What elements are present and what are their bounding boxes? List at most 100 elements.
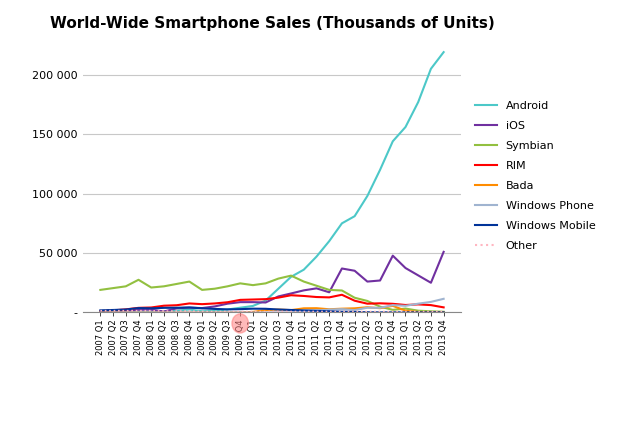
Other — [351, 309, 358, 314]
iOS — [147, 307, 155, 312]
Windows Phone — [338, 306, 346, 312]
Other — [160, 309, 168, 314]
RIM — [249, 297, 257, 302]
Android — [249, 303, 257, 309]
Bada — [262, 308, 269, 313]
Android — [109, 310, 117, 315]
Bada — [389, 303, 397, 309]
RIM — [389, 301, 397, 306]
iOS — [287, 291, 295, 296]
Other — [427, 309, 435, 314]
Symbian — [122, 284, 130, 289]
Bada — [122, 310, 130, 315]
Other — [440, 309, 447, 314]
Bada — [402, 308, 410, 313]
Other — [389, 309, 397, 314]
Bada — [97, 310, 104, 315]
Symbian — [275, 276, 282, 281]
Symbian — [300, 279, 308, 284]
Other — [198, 309, 206, 314]
RIM — [440, 305, 447, 310]
Bada — [338, 306, 346, 311]
Bada — [275, 307, 282, 312]
Windows Phone — [262, 310, 269, 315]
Symbian — [97, 287, 104, 293]
iOS — [389, 253, 397, 258]
RIM — [262, 296, 269, 302]
RIM — [109, 308, 117, 313]
iOS — [351, 268, 358, 273]
Android — [275, 286, 282, 291]
Other — [249, 309, 257, 314]
Windows Mobile — [223, 307, 231, 312]
Windows Mobile — [351, 309, 358, 315]
Windows Phone — [211, 310, 219, 315]
Symbian — [173, 281, 180, 286]
RIM — [364, 301, 371, 306]
Windows Mobile — [300, 308, 308, 313]
Symbian — [147, 285, 155, 290]
Bada — [198, 310, 206, 315]
Other — [173, 309, 180, 314]
Symbian — [440, 309, 447, 314]
RIM — [275, 295, 282, 300]
iOS — [262, 300, 269, 305]
Bada — [211, 310, 219, 315]
iOS — [236, 299, 244, 305]
Windows Phone — [173, 310, 180, 315]
Other — [134, 308, 142, 313]
RIM — [134, 305, 142, 310]
Other — [414, 309, 422, 314]
Android — [198, 309, 206, 314]
Line: Windows Mobile: Windows Mobile — [100, 307, 444, 312]
Bada — [236, 310, 244, 315]
Symbian — [287, 273, 295, 278]
Windows Mobile — [122, 307, 130, 312]
Android — [364, 194, 371, 199]
Windows Mobile — [147, 306, 155, 311]
Android — [402, 125, 410, 130]
Windows Phone — [122, 310, 130, 315]
iOS — [134, 307, 142, 312]
Windows Phone — [402, 303, 410, 309]
RIM — [313, 294, 321, 299]
Android — [211, 308, 219, 313]
Symbian — [325, 287, 333, 293]
Windows Mobile — [338, 309, 346, 314]
Symbian — [351, 295, 358, 300]
Android — [300, 267, 308, 272]
Other — [287, 309, 295, 314]
RIM — [300, 293, 308, 299]
Android — [97, 310, 104, 315]
Android — [287, 274, 295, 279]
Other — [402, 309, 410, 314]
Symbian — [223, 284, 231, 289]
Windows Mobile — [211, 306, 219, 312]
Other — [275, 309, 282, 314]
Android — [338, 221, 346, 226]
Other — [313, 309, 321, 314]
Other — [97, 308, 104, 313]
Symbian — [376, 304, 384, 309]
Symbian — [313, 283, 321, 288]
Bada — [313, 306, 321, 311]
iOS — [97, 310, 104, 315]
Bada — [427, 309, 435, 315]
Android — [313, 254, 321, 259]
Windows Mobile — [275, 307, 282, 312]
Windows Mobile — [173, 305, 180, 310]
iOS — [427, 280, 435, 286]
Windows Phone — [300, 308, 308, 313]
RIM — [186, 301, 193, 306]
Bada — [287, 308, 295, 313]
Other — [338, 309, 346, 314]
Android — [122, 310, 130, 315]
Windows Mobile — [109, 307, 117, 312]
iOS — [313, 286, 321, 291]
RIM — [211, 301, 219, 306]
Windows Phone — [275, 310, 282, 315]
Symbian — [427, 309, 435, 314]
Symbian — [186, 279, 193, 284]
iOS — [160, 309, 168, 314]
Windows Phone — [287, 310, 295, 315]
